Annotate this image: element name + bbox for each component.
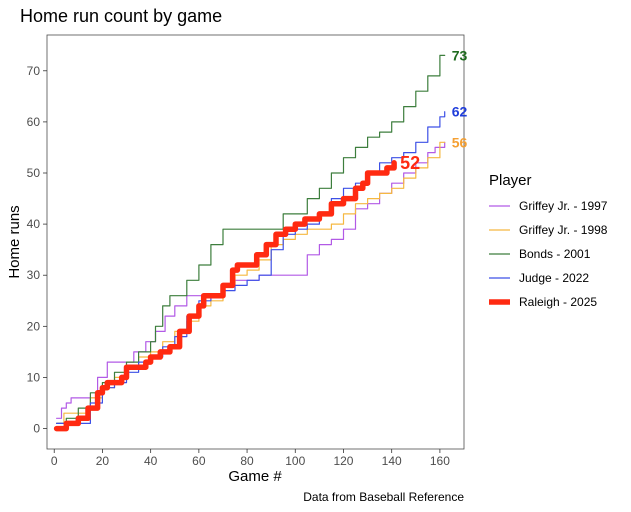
x-tick-label: 80 [240, 454, 254, 468]
x-tick-label: 60 [192, 454, 206, 468]
end-label-judge-2022: 62 [452, 104, 468, 120]
series-line-raleigh-2025 [53, 160, 397, 432]
series-line-judge-2022 [56, 111, 446, 424]
y-tick-label: 0 [33, 422, 40, 436]
end-label-griffey-jr-1998: 56 [452, 134, 468, 150]
caption: Data from Baseball Reference [303, 490, 464, 504]
legend-title: Player [489, 172, 532, 189]
x-tick-label: 100 [285, 454, 305, 468]
legend-label-griffey-jr-1998: Griffey Jr. - 1998 [519, 223, 608, 237]
x-tick-label: 160 [430, 454, 450, 468]
x-axis-title: Game # [228, 468, 282, 485]
y-tick-label: 70 [27, 64, 41, 78]
legend-label-bonds-2001: Bonds - 2001 [519, 247, 591, 261]
legend-label-griffey-jr-1997: Griffey Jr. - 1997 [519, 199, 608, 213]
y-tick-label: 60 [27, 115, 41, 129]
y-tick-label: 20 [27, 319, 41, 333]
chart-title: Home run count by game [20, 6, 222, 26]
legend-label-judge-2022: Judge - 2022 [519, 271, 589, 285]
x-tick-label: 120 [333, 454, 353, 468]
series-line-bonds-2001 [56, 54, 446, 424]
x-tick-label: 20 [96, 454, 110, 468]
y-axis: 0 10 20 30 40 50 60 70 [27, 64, 47, 436]
x-tick-label: 140 [382, 454, 402, 468]
end-labels: 56 73 62 52 [400, 47, 467, 172]
legend-items: Griffey Jr. - 1997 Griffey Jr. - 1998 Bond… [489, 199, 608, 309]
series-lines [53, 54, 446, 432]
y-axis-title: Home runs [6, 205, 23, 278]
y-tick-label: 50 [27, 166, 41, 180]
x-tick-label: 40 [144, 454, 158, 468]
series-line-griffey-jr-1997 [56, 141, 446, 419]
y-tick-label: 10 [27, 370, 41, 384]
end-label-raleigh-2025: 52 [400, 153, 420, 173]
legend-label-raleigh-2025: Raleigh - 2025 [519, 295, 597, 309]
x-axis: 0 20 40 60 80 100 120 140 160 [51, 449, 450, 468]
x-tick-label: 0 [51, 454, 58, 468]
end-label-bonds-2001: 73 [452, 47, 468, 63]
y-tick-label: 40 [27, 217, 41, 231]
y-tick-label: 30 [27, 268, 41, 282]
